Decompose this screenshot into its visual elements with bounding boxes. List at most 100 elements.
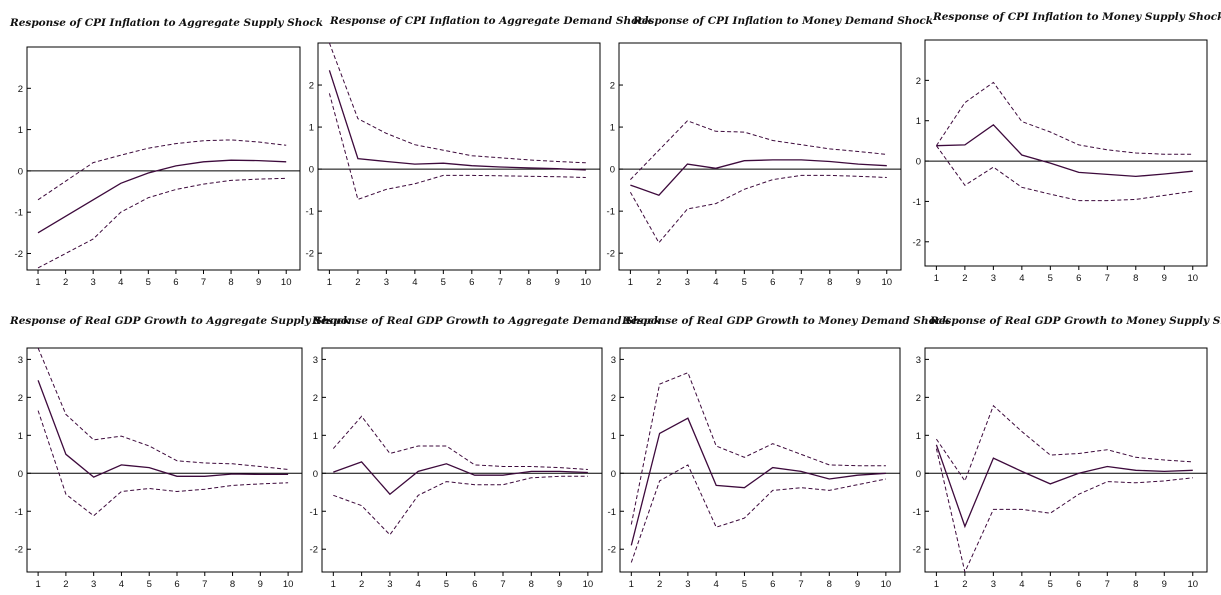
x-tick-label: 3 <box>384 277 389 288</box>
confidence-band-line <box>935 404 1193 482</box>
x-tick-label: 3 <box>387 579 392 590</box>
chart-title: Response of CPI Inflation to Aggregate D… <box>329 15 652 27</box>
y-tick-label: 0 <box>916 469 921 480</box>
y-tick-label: 3 <box>611 355 616 366</box>
y-tick-label: -2 <box>310 545 318 556</box>
x-tick-label: 1 <box>629 579 634 590</box>
x-tick-label: 3 <box>91 579 96 590</box>
y-tick-label: 0 <box>611 469 616 480</box>
x-tick-label: 4 <box>118 277 123 288</box>
y-tick-label: 0 <box>916 157 921 168</box>
response-line <box>936 123 1193 178</box>
plot-frame <box>924 39 1208 267</box>
y-tick-label: 1 <box>18 125 23 136</box>
x-tick-label: 9 <box>557 579 562 590</box>
confidence-band-line <box>629 174 887 244</box>
chart-title: Response of Real GDP Growth to Money Sup… <box>929 315 1221 327</box>
x-tick-label: 6 <box>173 277 178 288</box>
y-tick-label: -2 <box>913 545 921 556</box>
x-tick-label: 6 <box>1076 273 1081 284</box>
chart-title: Response of Real GDP Growth to Aggregate… <box>9 315 350 327</box>
y-tick-label: -2 <box>15 249 23 260</box>
x-tick-label: 1 <box>628 277 633 288</box>
y-tick-label: -2 <box>913 237 921 248</box>
x-tick-label: 8 <box>526 277 531 288</box>
x-tick-label: 4 <box>1019 273 1024 284</box>
response-line <box>37 380 289 478</box>
x-tick-label: 8 <box>827 579 832 590</box>
y-tick-label: 2 <box>610 81 615 92</box>
y-tick-label: 1 <box>916 431 921 442</box>
y-tick-label: 0 <box>313 469 318 480</box>
response-line <box>328 70 586 171</box>
x-tick-label: 8 <box>529 579 534 590</box>
plot-frame <box>619 347 901 573</box>
y-tick-label: -1 <box>913 197 921 208</box>
y-tick-label: -2 <box>306 249 314 260</box>
x-tick-label: 8 <box>827 277 832 288</box>
x-tick-label: 2 <box>656 277 661 288</box>
chart-panel: Response of Real GDP Growth to Money Sup… <box>913 315 1221 590</box>
x-tick-label: 10 <box>583 579 594 590</box>
x-tick-label: 2 <box>355 277 360 288</box>
x-tick-label: 7 <box>799 277 804 288</box>
x-tick-label: 6 <box>1076 579 1081 590</box>
confidence-band-line <box>333 475 588 536</box>
x-tick-label: 9 <box>1162 273 1167 284</box>
chart-panel: Response of CPI Inflation to Aggregate S… <box>9 17 323 288</box>
confidence-band-line <box>37 348 289 470</box>
x-tick-label: 6 <box>174 579 179 590</box>
response-line <box>333 461 588 496</box>
y-tick-label: 3 <box>916 355 921 366</box>
x-tick-label: 9 <box>856 277 861 288</box>
x-tick-label: 9 <box>555 277 560 288</box>
x-tick-label: 9 <box>258 579 263 590</box>
confidence-band-line <box>328 43 586 164</box>
chart-panel: Response of CPI Inflation to Aggregate D… <box>306 15 652 288</box>
x-tick-label: 5 <box>441 277 446 288</box>
x-tick-label: 7 <box>201 277 206 288</box>
y-tick-label: 0 <box>18 469 23 480</box>
x-tick-label: 7 <box>1105 579 1110 590</box>
x-tick-label: 4 <box>416 579 421 590</box>
plot-frame <box>924 347 1208 573</box>
x-tick-label: 1 <box>934 273 939 284</box>
y-tick-label: 2 <box>916 76 921 87</box>
chart-panel: Response of Real GDP Growth to Money Dem… <box>608 315 950 590</box>
x-tick-label: 7 <box>202 579 207 590</box>
chart-panel: Response of CPI Inflation to Money Suppl… <box>913 11 1221 284</box>
chart-title: Response of CPI Inflation to Money Suppl… <box>932 11 1221 23</box>
x-tick-label: 4 <box>412 277 417 288</box>
x-tick-label: 1 <box>35 579 40 590</box>
response-line <box>935 444 1193 529</box>
y-tick-label: 1 <box>309 123 314 134</box>
y-tick-label: 2 <box>18 393 23 404</box>
x-tick-label: 6 <box>472 579 477 590</box>
chart-title: Response of CPI Inflation to Money Deman… <box>632 15 933 27</box>
x-tick-label: 8 <box>1133 273 1138 284</box>
x-tick-label: 4 <box>1019 579 1024 590</box>
x-tick-label: 8 <box>1133 579 1138 590</box>
y-tick-label: 2 <box>611 393 616 404</box>
y-tick-label: -1 <box>310 507 318 518</box>
y-tick-label: -1 <box>913 507 921 518</box>
x-tick-label: 5 <box>1048 579 1053 590</box>
x-tick-label: 6 <box>770 277 775 288</box>
confidence-band-line <box>935 81 1193 155</box>
x-tick-label: 5 <box>146 277 151 288</box>
y-tick-label: 0 <box>18 166 23 177</box>
x-tick-label: 10 <box>881 579 892 590</box>
x-tick-label: 10 <box>281 277 292 288</box>
x-tick-label: 5 <box>742 277 747 288</box>
confidence-band-line <box>37 177 287 269</box>
plot-frame <box>317 42 601 271</box>
x-tick-label: 6 <box>469 277 474 288</box>
y-tick-label: 2 <box>18 84 23 95</box>
x-tick-label: 5 <box>742 579 747 590</box>
chart-title: Response of CPI Inflation to Aggregate S… <box>9 17 323 29</box>
x-tick-label: 10 <box>881 277 892 288</box>
y-tick-label: -1 <box>15 208 23 219</box>
y-tick-label: -2 <box>607 249 615 260</box>
x-tick-label: 2 <box>63 579 68 590</box>
y-tick-label: -1 <box>306 207 314 218</box>
